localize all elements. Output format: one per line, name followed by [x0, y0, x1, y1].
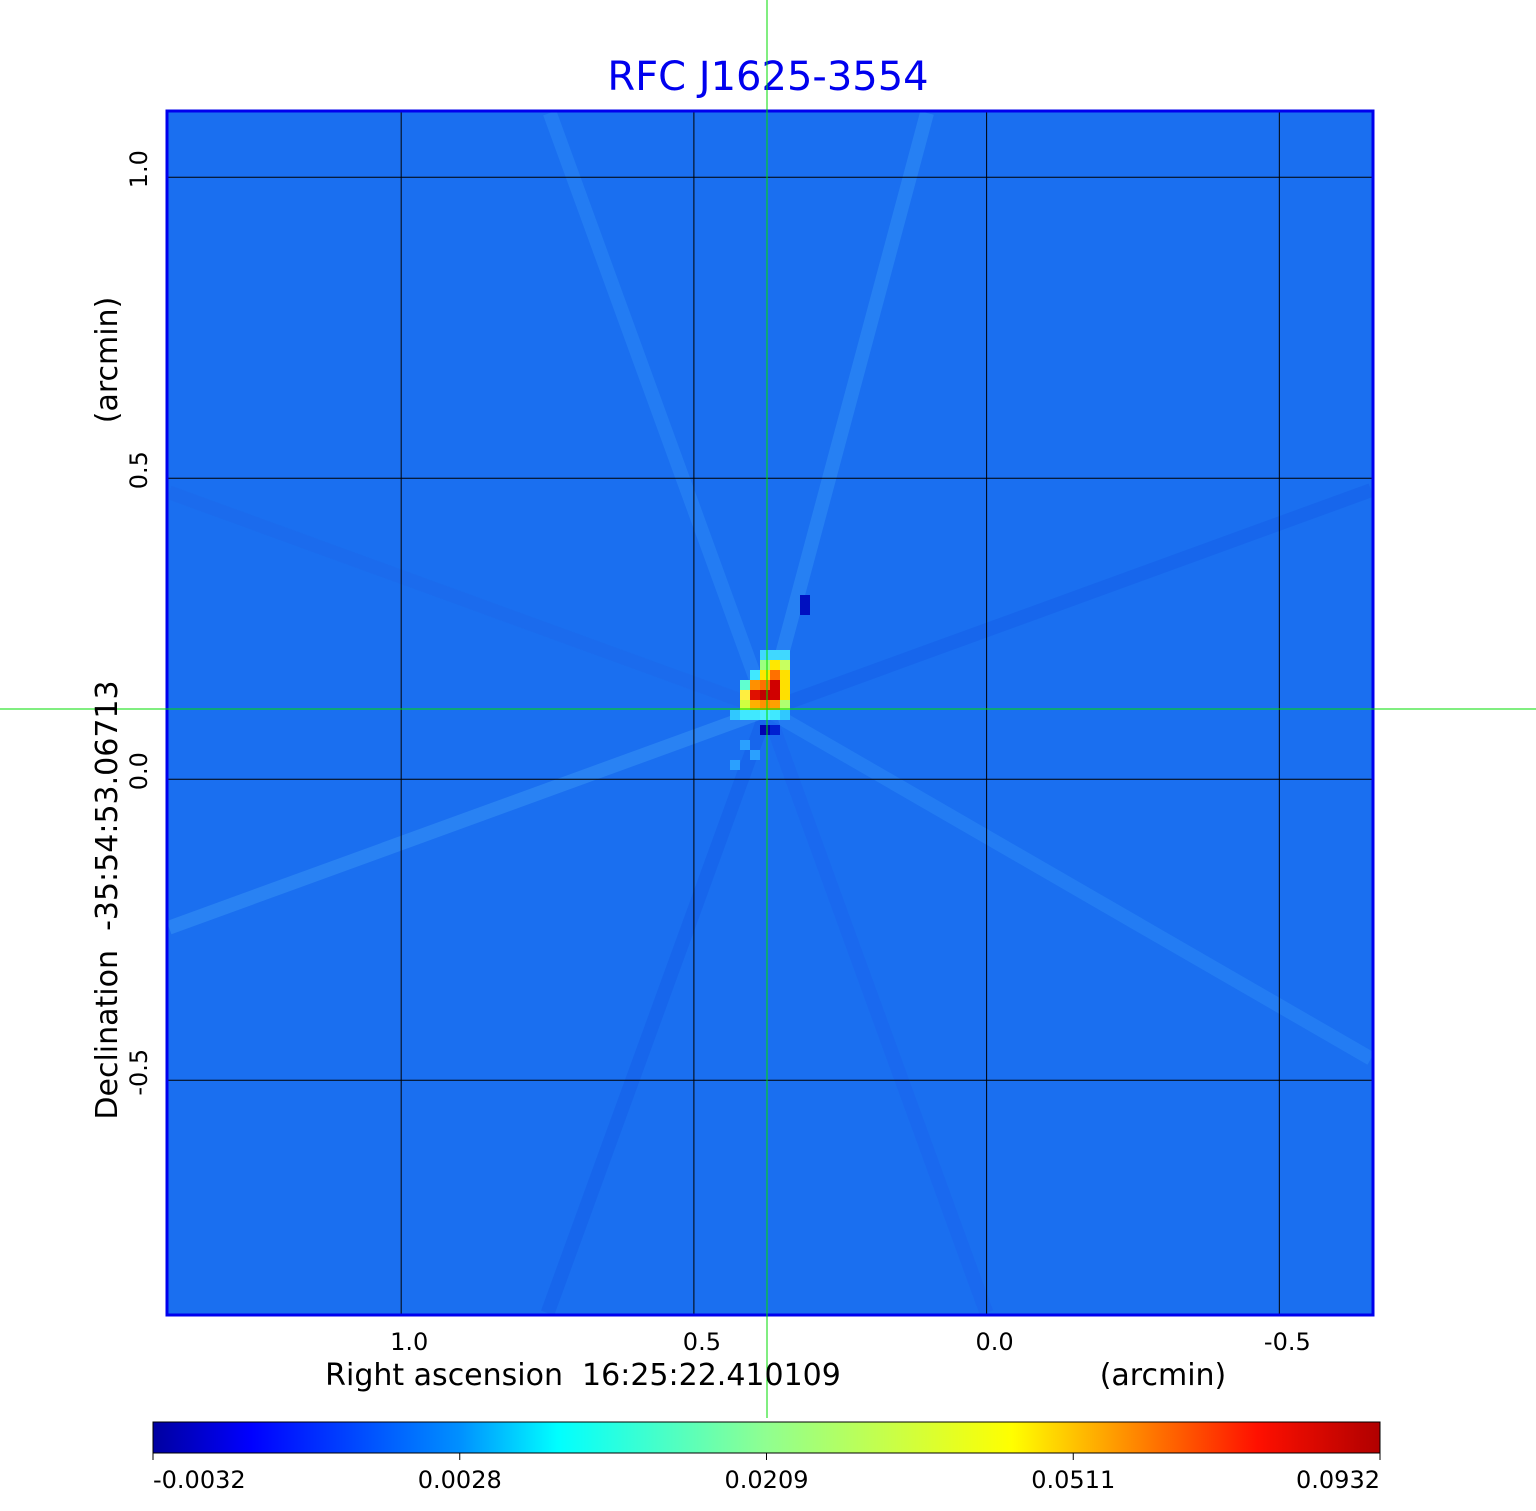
image-pixel [750, 710, 760, 720]
image-pixel [750, 670, 760, 680]
image-pixel [770, 650, 780, 660]
image-pixel [770, 700, 780, 710]
x-tick-label: 0.0 [976, 1328, 1014, 1356]
x-tick-label: -0.5 [1264, 1328, 1311, 1356]
y-tick-label: 0.0 [125, 752, 153, 790]
sidelobe-streak [543, 112, 774, 713]
sidelobe-streak [541, 707, 774, 1314]
chart-title: RFC J1625-3554 [607, 54, 928, 100]
x-axis-label: Right ascension 16:25:22.410109 [325, 1358, 841, 1393]
image-pixel [740, 680, 750, 690]
image-pixel [760, 710, 770, 720]
image-pixel [780, 710, 790, 720]
y-axis-label: Declination -35:54:53.06713 [90, 680, 125, 1119]
colorbar-tick-label: 0.0209 [725, 1466, 809, 1494]
x-tick-label: 1.0 [390, 1328, 428, 1356]
y-tick-label: -0.5 [125, 1049, 153, 1096]
image-pixel [760, 670, 770, 680]
image-pixel [740, 740, 750, 750]
sidelobe-streak [760, 707, 994, 1314]
image-pixel [730, 760, 740, 770]
image-pixel [760, 700, 770, 710]
colorbar-tick-label: 0.0932 [1296, 1466, 1380, 1494]
plot-frame [165, 109, 1375, 1317]
image-pixel [740, 710, 750, 720]
sidelobe-streak [760, 112, 934, 712]
colorbar-tick-label: 0.0511 [1031, 1466, 1115, 1494]
colorbar [152, 1421, 1381, 1454]
image-pixel [780, 650, 790, 660]
image-pixel [770, 670, 780, 680]
image-pixel [770, 725, 780, 735]
image-pixel [750, 700, 760, 710]
image-pixel [760, 680, 770, 690]
image-pixel [750, 750, 760, 760]
image-pixel [800, 595, 810, 605]
sidelobe-streak [764, 483, 1372, 717]
sidelobe-streak [168, 485, 770, 717]
grid-lines [167, 111, 1373, 1315]
image-pixel [770, 690, 780, 700]
sidelobe-streak [168, 703, 770, 935]
y-tick-label: 0.5 [125, 451, 153, 489]
image-pixel [760, 650, 770, 660]
y-tick-label: 1.0 [125, 150, 153, 188]
sidelobe-streak [763, 703, 1372, 1065]
image-pixel [760, 725, 770, 735]
x-tick-label: 0.5 [683, 1328, 721, 1356]
image-pixel [780, 680, 790, 690]
image-pixel [750, 680, 760, 690]
image-pixel [780, 670, 790, 680]
x-axis-unit: (arcmin) [1100, 1358, 1227, 1393]
image-pixel [750, 690, 760, 700]
image-pixel [780, 700, 790, 710]
y-axis-unit: (arcmin) [90, 297, 125, 424]
image-pixel [770, 660, 780, 670]
image-pixel [800, 605, 810, 615]
source-pixels [730, 595, 810, 770]
sidelobe-streaks [168, 112, 1372, 1314]
image-pixel [730, 710, 740, 720]
colorbar-tick-label: 0.0028 [418, 1466, 502, 1494]
image-pixel [740, 700, 750, 710]
image-pixel [740, 690, 750, 700]
image-pixel [760, 690, 770, 700]
image-pixel [780, 660, 790, 670]
image-pixel [770, 710, 780, 720]
image-pixel [780, 690, 790, 700]
image-pixel [770, 680, 780, 690]
colorbar-tick-label: -0.0032 [153, 1466, 246, 1494]
image-pixel [760, 660, 770, 670]
